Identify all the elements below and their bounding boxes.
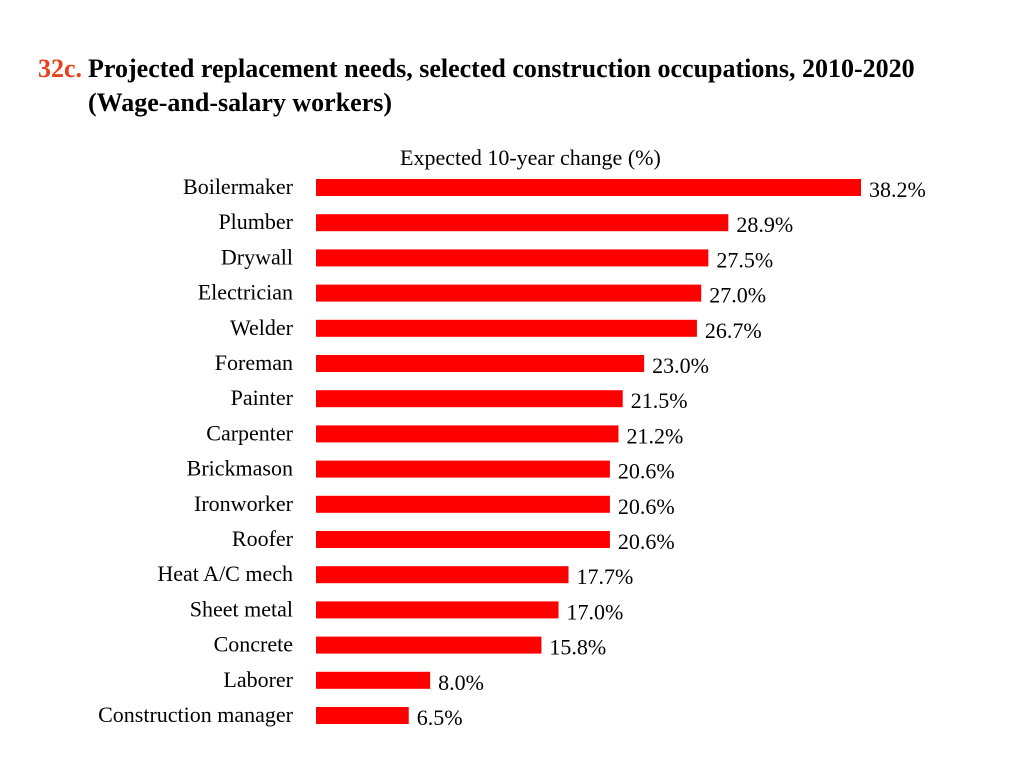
value-label-laborer: 8.0% (438, 670, 484, 695)
category-label-laborer: Laborer (223, 667, 293, 692)
category-label-foreman: Foreman (215, 350, 293, 375)
value-label-roofer: 20.6% (618, 529, 675, 554)
bar-ironworker (316, 495, 610, 513)
title-line-1: 32c. Projected replacement needs, selecte… (38, 52, 1018, 86)
bar-foreman (316, 355, 645, 372)
category-label-heat-a-c-mech: Heat A/C mech (157, 561, 293, 586)
value-label-heat-a-c-mech: 17.7% (577, 564, 634, 589)
bar-roofer (316, 531, 610, 548)
value-label-sheet-metal: 17.0% (567, 599, 624, 624)
bar-electrician (316, 284, 702, 302)
value-label-painter: 21.5% (631, 388, 688, 413)
category-label-roofer: Roofer (232, 526, 294, 551)
value-label-construction-manager: 6.5% (417, 705, 463, 730)
value-label-drywall: 27.5% (716, 247, 773, 272)
category-label-electrician: Electrician (198, 280, 293, 305)
category-label-painter: Painter (231, 385, 294, 410)
value-label-carpenter: 21.2% (626, 423, 683, 448)
bar-construction-manager (316, 707, 409, 724)
category-label-boilermaker: Boilermaker (183, 174, 294, 199)
x-axis-title: Expected 10-year change (%) (400, 145, 661, 170)
value-label-foreman: 23.0% (652, 353, 709, 378)
category-label-drywall: Drywall (221, 244, 293, 269)
category-label-welder: Welder (230, 315, 294, 340)
figure-number: 32c. (38, 54, 83, 83)
bar-drywall (316, 249, 709, 267)
bar-painter (316, 390, 623, 408)
category-label-construction-manager: Construction manager (98, 702, 294, 727)
category-label-brickmason: Brickmason (187, 456, 293, 481)
category-label-sheet-metal: Sheet metal (190, 596, 293, 621)
category-label-plumber: Plumber (218, 209, 293, 234)
value-label-brickmason: 20.6% (618, 459, 675, 484)
bar-laborer (316, 671, 431, 689)
chart-title: 32c. Projected replacement needs, selecte… (38, 52, 1018, 120)
category-label-ironworker: Ironworker (194, 491, 294, 516)
bar-heat-a-c-mech (316, 566, 569, 584)
value-label-plumber: 28.9% (736, 212, 793, 237)
title-line-2: (Wage-and-salary workers) (88, 88, 393, 117)
bar-plumber (316, 214, 729, 232)
value-label-concrete: 15.8% (549, 635, 606, 660)
bar-boilermaker (316, 179, 861, 196)
category-label-carpenter: Carpenter (206, 420, 293, 445)
value-label-ironworker: 20.6% (618, 494, 675, 519)
category-label-concrete: Concrete (214, 632, 293, 657)
bar-carpenter (316, 425, 619, 443)
bar-welder (316, 319, 697, 337)
value-label-electrician: 27.0% (709, 283, 766, 308)
value-label-welder: 26.7% (705, 318, 762, 343)
bar-concrete (316, 636, 542, 654)
bar-brickmason (316, 460, 610, 478)
bar-sheet-metal (316, 601, 559, 619)
title-text: Projected replacement needs, selected co… (88, 54, 915, 83)
value-label-boilermaker: 38.2% (869, 177, 926, 202)
